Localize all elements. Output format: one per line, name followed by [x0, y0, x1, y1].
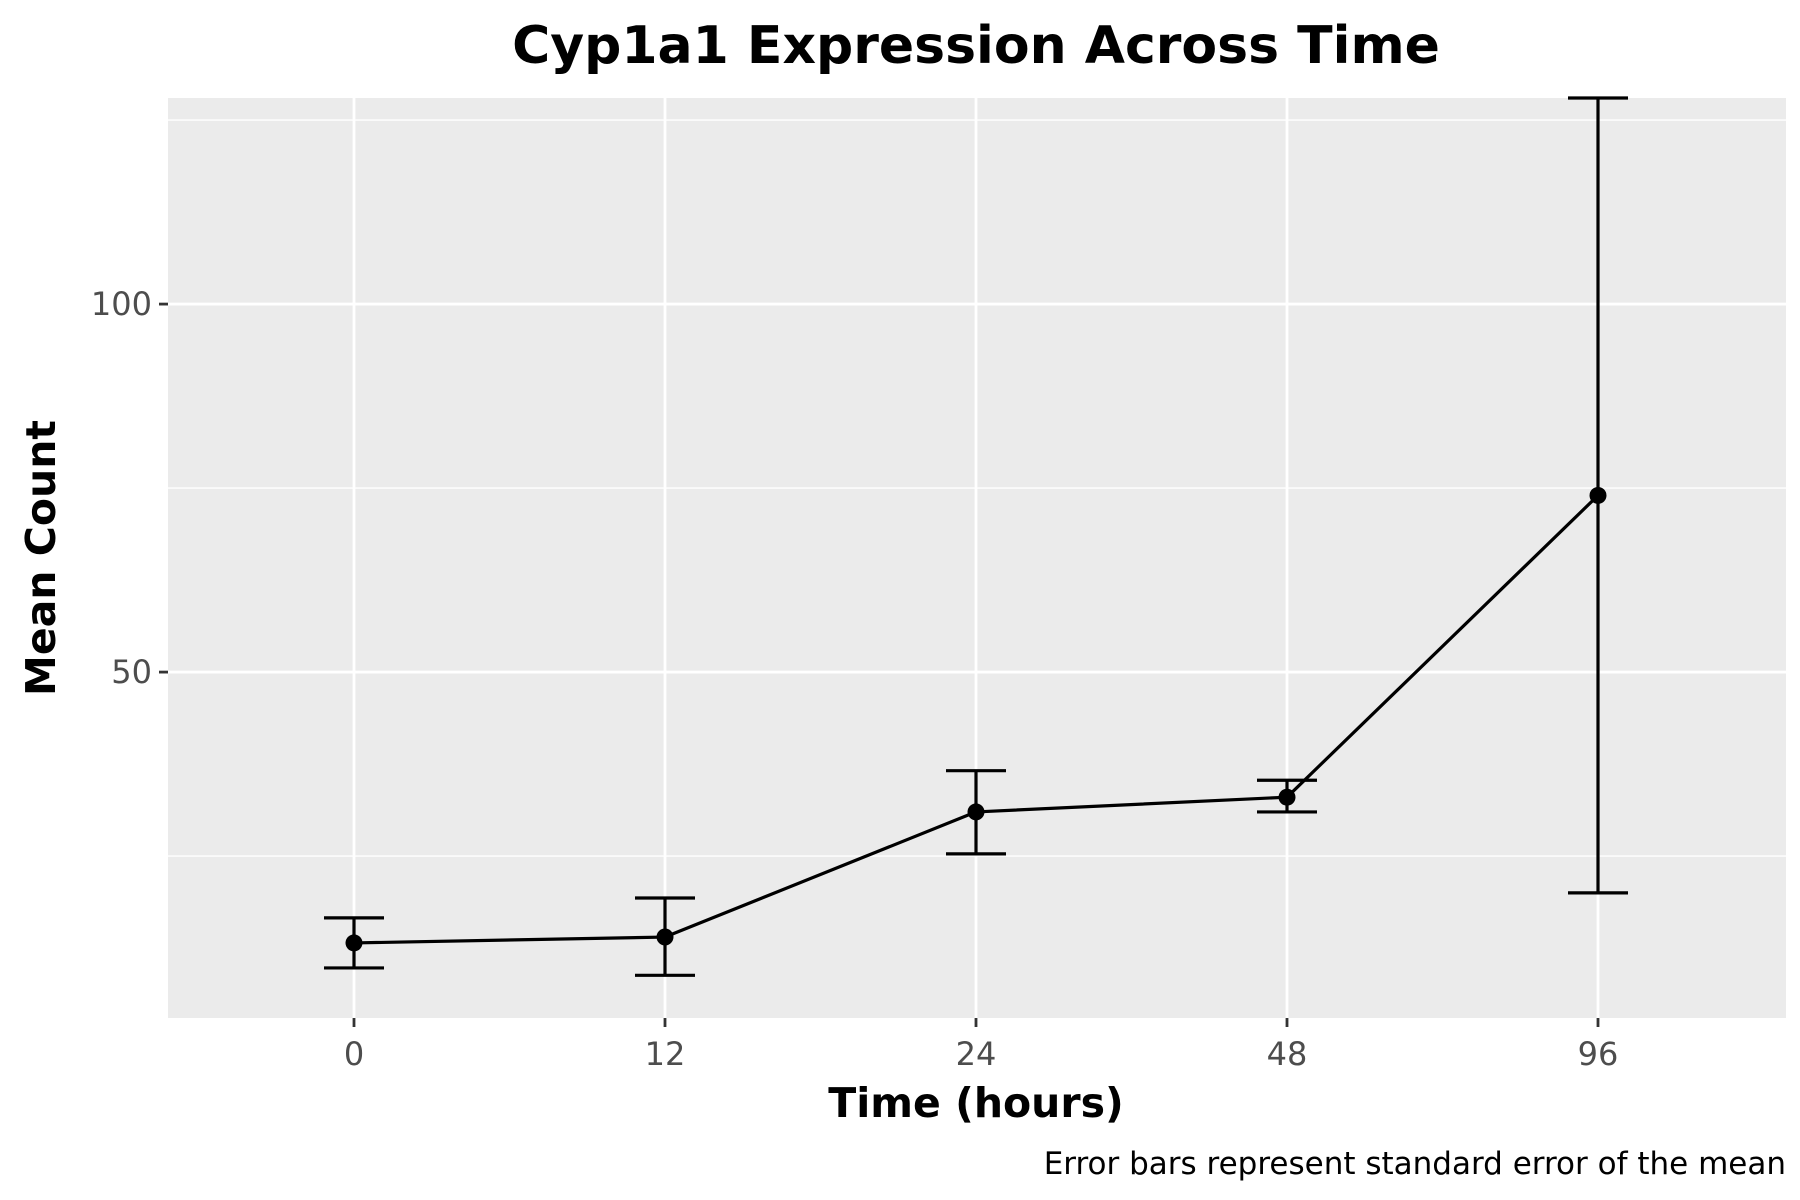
chart-title: Cyp1a1 Expression Across Time: [512, 16, 1440, 76]
x-axis-ticks: 0 12 24 48 96: [344, 1018, 1619, 1073]
x-tick-label: 12: [645, 1035, 686, 1073]
x-tick-label: 0: [344, 1035, 364, 1073]
data-point: [656, 928, 674, 946]
data-point: [1589, 486, 1607, 504]
data-point: [345, 934, 363, 952]
y-axis-title: Mean Count: [17, 420, 65, 696]
y-tick-label: 50: [111, 653, 152, 691]
y-tick-label: 100: [91, 285, 152, 323]
data-point: [1278, 788, 1296, 806]
y-axis-ticks: 50 100: [91, 285, 168, 691]
x-tick-label: 24: [956, 1035, 997, 1073]
x-tick-label: 96: [1578, 1035, 1619, 1073]
x-tick-label: 48: [1267, 1035, 1308, 1073]
x-axis-title: Time (hours): [828, 1079, 1123, 1127]
data-points: [345, 486, 1607, 952]
chart-caption: Error bars represent standard error of t…: [1044, 1146, 1786, 1182]
data-point: [967, 803, 985, 821]
